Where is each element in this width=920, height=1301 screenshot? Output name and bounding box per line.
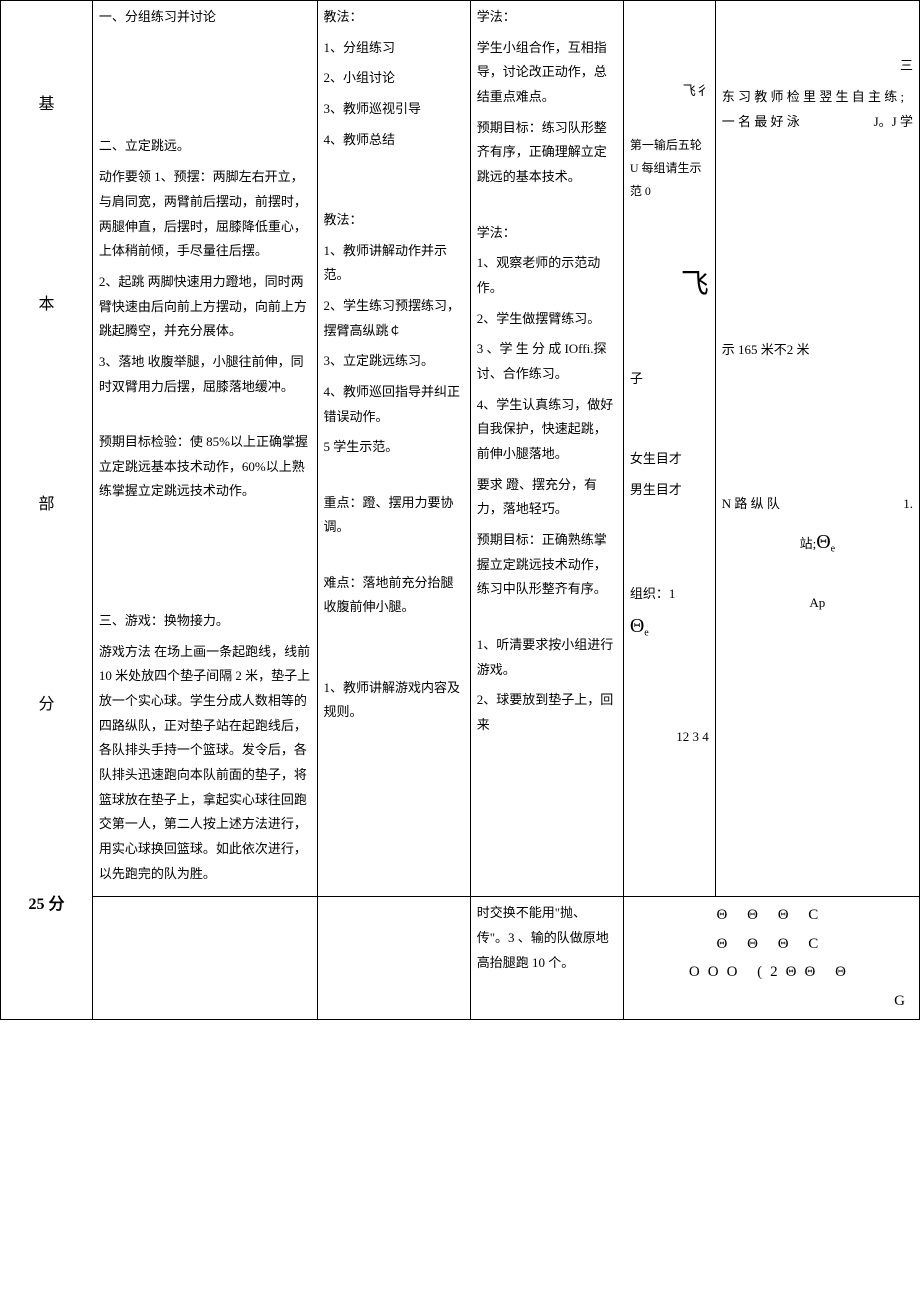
org-fei-icon-1: 飞彳 [630, 79, 709, 104]
org-text-2: 子 [630, 367, 709, 392]
learn-1-2: 预期目标：练习队形整齐有序，正确理解立定跳远的基本技术。 [477, 116, 617, 190]
learn-2-3: 3 、学 生 分 成 IOffi.探讨、合作练习。 [477, 337, 617, 386]
section-char-3: 部 [38, 460, 54, 550]
note-ap: Ap [722, 591, 913, 616]
org-numbers: 12 3 4 [630, 725, 709, 750]
learn-2-1: 1、观察老师的示范动作。 [477, 251, 617, 300]
org-text-1: 第一输后五轮 U 每组请生示范 0 [630, 134, 709, 202]
content-group-practice: 一、分组练习并讨论 [99, 5, 311, 30]
learn-heading-1: 学法： [477, 5, 617, 30]
teach-1-2: 2、小组讨论 [324, 66, 464, 91]
learn-heading-2: 学法： [477, 221, 617, 246]
learn-2-4: 4、学生认真练习，做好自我保护，快速起跳，前伸小腿落地。 [477, 393, 617, 467]
theta-row-4: G [630, 987, 913, 1016]
org-formation: 组织：1 Θe [630, 582, 709, 645]
note-formation-line: N 路 纵 队 1. [722, 492, 913, 517]
note-cell-upper: 三 东 习 教 师 检 里 翌 生 自 主 练 ; 一 名 最 好 泳 J。J … [715, 1, 919, 897]
content-longjump-title: 二、立定跳远。 [99, 134, 311, 159]
content-take-off: 2、起跳 两脚快速用力蹬地，同时两臂快速由后向前上方摆动，向前上方跳起腾空，并充… [99, 270, 311, 344]
note-stand-label: 站; [800, 536, 817, 551]
section-char-2: 本 [38, 260, 54, 350]
theta-row-2: Θ Θ Θ C [630, 930, 913, 959]
content-game-method-a: 游戏方法 在场上画一条起跑线，线前 10 米处放四个垫子间隔 2 米，垫子上放一… [99, 640, 311, 887]
learn-cell-lower: 时交换不能用"抛、传"。3 、输的队做原地高抬腿跑 10 个。 [470, 897, 623, 1020]
org-fei-icon-2: 飞 [630, 258, 709, 311]
learn-requirement: 要求 蹬、摆充分，有力，落地轻巧。 [477, 473, 617, 522]
content-landing: 3、落地 收腹举腿，小腿往前伸，同时双臂用力后摆，屈膝落地缓冲。 [99, 350, 311, 399]
note-san: 三 [722, 54, 913, 79]
note-theta-icon: Θ [816, 531, 830, 553]
learn-expected: 预期目标：正确熟练掌握立定跳远技术动作，练习中队形整齐有序。 [477, 528, 617, 602]
section-time: 25 分 [28, 860, 64, 950]
teach-key-point: 重点：蹬、摆用力要协调。 [324, 491, 464, 540]
org-boys-target: 男生目才 [630, 478, 709, 503]
theta-row-3: OOO (2ΘΘ Θ [630, 958, 913, 987]
teach-1-4: 4、教师总结 [324, 128, 464, 153]
note-num-1: 1. [903, 492, 913, 517]
teach-1-1: 1、分组练习 [324, 36, 464, 61]
theta-grid-cell: Θ Θ Θ C Θ Θ Θ C OOO (2ΘΘ Θ G [623, 897, 919, 1020]
note-formation-text: N 路 纵 队 [722, 496, 780, 511]
learn-3-2: 2、球要放到垫子上，回来 [477, 688, 617, 737]
section-chars: 基 本 部 分 25 分 [7, 5, 86, 1005]
note-theta-sub: e [831, 543, 835, 554]
content-cell-upper: 一、分组练习并讨论 二、立定跳远。 动作要领 1、预摆：两脚左右开立，与肩同宽，… [92, 1, 317, 897]
content-expected-goal: 预期目标检验：使 85%以上正确掌握立定跳远基本技术动作，60%以上熟练掌握立定… [99, 430, 311, 504]
learn-cell-upper: 学法： 学生小组合作，互相指导，讨论改正动作，总结重点难点。 预期目标：练习队形… [470, 1, 623, 897]
note-distance: 示 165 米不2 米 [722, 338, 913, 363]
note-text-1-right: J。J 学 [874, 110, 913, 135]
learn-3-3: 时交换不能用"抛、传"。3 、输的队做原地高抬腿跑 10 个。 [477, 901, 617, 975]
learn-3-1: 1、听清要求按小组进行游戏。 [477, 633, 617, 682]
org-theta-sub: e [644, 628, 648, 639]
teach-3-1: 1、教师讲解游戏内容及规则。 [324, 676, 464, 725]
note-stand-line: 站;Θe [722, 523, 913, 561]
section-char-4: 分 [38, 660, 54, 750]
teach-cell-upper: 教法： 1、分组练习 2、小组讨论 3、教师巡视引导 4、教师总结 教法： 1、… [317, 1, 470, 897]
teach-2-5: 5 学生示范。 [324, 435, 464, 460]
theta-row-1: Θ Θ Θ C [630, 901, 913, 930]
teach-1-3: 3、教师巡视引导 [324, 97, 464, 122]
section-char-1: 基 [38, 60, 54, 150]
section-label-cell: 基 本 部 分 25 分 [1, 1, 93, 1020]
content-game-title: 三、游戏：换物接力。 [99, 609, 311, 634]
teach-2-4: 4、教师巡回指导并纠正错误动作。 [324, 380, 464, 429]
teach-2-3: 3、立定跳远练习。 [324, 349, 464, 374]
teach-2-2: 2、学生练习预摆练习，摆臂高纵跳￠ [324, 294, 464, 343]
teach-2-1: 1、教师讲解动作并示范。 [324, 239, 464, 288]
teach-heading-1: 教法： [324, 5, 464, 30]
org-formation-label: 组织：1 [630, 586, 676, 601]
learn-1-1: 学生小组合作，互相指导，讨论改正动作，总结重点难点。 [477, 36, 617, 110]
org-girls-target: 女生目才 [630, 447, 709, 472]
note-text-1: 东 习 教 师 检 里 翌 生 自 主 练 ; 一 名 最 好 泳 J。J 学 [722, 85, 913, 134]
learn-2-2: 2、学生做摆臂练习。 [477, 307, 617, 332]
org-cell-upper: 飞彳 第一输后五轮 U 每组请生示范 0 飞 子 女生目才 男生目才 组织：1 … [623, 1, 715, 897]
teach-cell-lower [317, 897, 470, 1020]
teach-heading-2: 教法： [324, 208, 464, 233]
teach-difficult-point: 难点：落地前充分抬腿收腹前伸小腿。 [324, 571, 464, 620]
content-pre-swing: 动作要领 1、预摆：两脚左右开立，与肩同宽，两臂前后摆动，前摆时，两腿伸直，后摆… [99, 165, 311, 264]
org-theta-icon: Θ [630, 615, 644, 637]
content-cell-lower [92, 897, 317, 1020]
